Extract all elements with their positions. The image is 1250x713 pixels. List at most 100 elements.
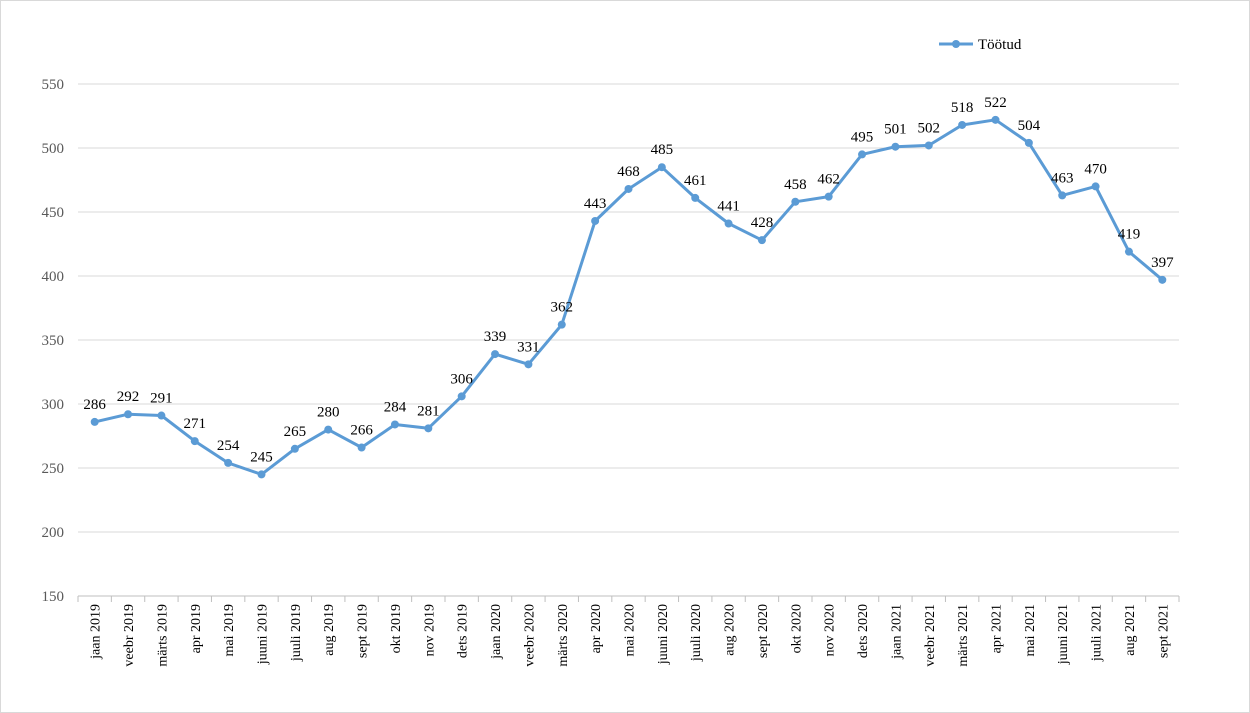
y-tick-label-150: 150 xyxy=(42,589,65,605)
data-point xyxy=(324,425,333,434)
y-axis-tick-labels: 150 200 250 300 350 400 450 500 550 xyxy=(42,77,65,605)
x-tick-label: juuli 2021 xyxy=(1090,604,1105,662)
x-tick-label: juuni 2020 xyxy=(656,604,671,665)
x-tick-label: aug 2020 xyxy=(723,604,738,656)
data-label: 470 xyxy=(1084,161,1107,177)
x-tick-label: sept 2020 xyxy=(756,604,771,658)
data-point xyxy=(224,458,233,467)
data-label: 428 xyxy=(751,215,774,231)
data-point xyxy=(524,360,533,369)
legend: Töötud xyxy=(939,37,1022,53)
data-point xyxy=(124,410,133,419)
y-tick-label-300: 300 xyxy=(42,397,65,413)
data-labels: 286 292 291 271 254 245 265 280 266 284 281 306 339 3… xyxy=(83,95,1174,466)
x-tick-label: veebr 2020 xyxy=(522,604,537,667)
y-tick-label-500: 500 xyxy=(42,141,65,157)
data-label: 462 xyxy=(817,172,840,188)
data-point xyxy=(724,219,733,228)
x-tick-label: apr 2021 xyxy=(990,604,1005,653)
y-tick-label-450: 450 xyxy=(42,205,65,221)
x-axis-tick-labels: jaan 2019 veebr 2019 märts 2019 apr 2019 mai… xyxy=(89,604,1172,667)
data-point xyxy=(858,150,867,159)
data-label: 518 xyxy=(951,100,974,116)
x-tick-label: sept 2019 xyxy=(356,604,371,658)
data-label: 495 xyxy=(851,129,874,145)
x-tick-label: dets 2020 xyxy=(856,604,871,658)
y-tick-label-200: 200 xyxy=(42,525,65,541)
data-point xyxy=(891,142,900,151)
data-label: 265 xyxy=(284,424,307,440)
data-label: 339 xyxy=(484,329,507,345)
data-point xyxy=(457,392,466,401)
data-label: 461 xyxy=(684,173,707,189)
data-label: 502 xyxy=(918,120,941,136)
data-point xyxy=(90,417,99,426)
x-tick-label: veebr 2021 xyxy=(923,604,938,667)
x-tick-label: sept 2021 xyxy=(1156,604,1171,658)
x-tick-label: märts 2019 xyxy=(155,604,170,667)
data-label: 254 xyxy=(217,438,240,454)
data-point xyxy=(1091,182,1100,191)
data-point xyxy=(924,141,933,150)
data-label: 306 xyxy=(450,371,473,387)
x-tick-label: märts 2021 xyxy=(956,604,971,667)
x-tick-label: mai 2020 xyxy=(623,604,638,657)
data-label: 419 xyxy=(1118,227,1141,243)
x-tick-label: mai 2021 xyxy=(1023,604,1038,657)
data-point xyxy=(190,437,199,446)
data-label: 286 xyxy=(83,397,106,413)
data-label: 266 xyxy=(350,423,373,439)
data-label: 245 xyxy=(250,449,273,465)
x-tick-label: mai 2019 xyxy=(222,604,237,657)
data-label: 362 xyxy=(551,300,574,316)
x-tick-label: juuni 2019 xyxy=(256,604,271,665)
x-tick-label: veebr 2019 xyxy=(122,604,137,667)
series xyxy=(90,115,1167,479)
x-tick-label: märts 2020 xyxy=(556,604,571,667)
x-tick-label: juuli 2020 xyxy=(689,604,704,662)
data-point xyxy=(424,424,433,433)
data-label: 292 xyxy=(117,389,140,405)
data-label: 468 xyxy=(617,164,640,180)
x-tick-label: juuni 2021 xyxy=(1056,604,1071,665)
data-label: 504 xyxy=(1018,118,1041,134)
y-tick-label-550: 550 xyxy=(42,77,65,93)
x-tick-label: apr 2019 xyxy=(189,604,204,653)
x-tick-label: jaan 2019 xyxy=(89,604,104,660)
x-tick-label: juuli 2019 xyxy=(289,604,304,662)
data-point xyxy=(1124,247,1133,256)
data-point xyxy=(1158,275,1167,284)
data-point xyxy=(958,120,967,129)
x-tick-label: nov 2020 xyxy=(823,604,838,657)
data-label: 441 xyxy=(717,199,740,215)
x-tick-label: aug 2021 xyxy=(1123,604,1138,656)
data-point xyxy=(624,184,633,193)
data-label: 280 xyxy=(317,405,340,421)
data-point xyxy=(824,192,833,201)
x-tick-label: okt 2019 xyxy=(389,604,404,653)
x-tick-label: nov 2019 xyxy=(422,604,437,657)
data-label: 397 xyxy=(1151,255,1174,271)
legend-marker-swatch xyxy=(952,40,960,48)
y-tick-label-250: 250 xyxy=(42,461,65,477)
data-point xyxy=(557,320,566,329)
x-tick-label: apr 2020 xyxy=(589,604,604,653)
data-label: 443 xyxy=(584,196,607,212)
data-label: 284 xyxy=(384,399,407,415)
data-point xyxy=(1024,138,1033,147)
x-tick-label: jaan 2020 xyxy=(489,604,504,660)
gridlines xyxy=(78,83,1179,533)
data-point xyxy=(657,163,666,172)
data-label: 501 xyxy=(884,122,907,138)
x-tick-label: dets 2019 xyxy=(456,604,471,658)
data-label: 458 xyxy=(784,177,807,193)
data-label: 522 xyxy=(984,95,1007,111)
data-point xyxy=(257,470,266,479)
legend-entry-tootud: Töötud xyxy=(978,37,1022,53)
data-label: 485 xyxy=(651,142,674,158)
y-tick-label-400: 400 xyxy=(42,269,65,285)
data-label: 331 xyxy=(517,339,540,355)
data-label: 271 xyxy=(184,416,207,432)
